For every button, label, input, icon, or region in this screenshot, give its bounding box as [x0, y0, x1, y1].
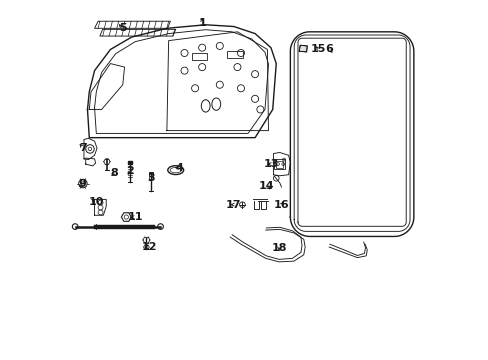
Polygon shape	[100, 30, 175, 36]
Bar	[274, 159, 285, 170]
Polygon shape	[299, 45, 306, 52]
Text: 8: 8	[110, 168, 118, 178]
Text: 4: 4	[175, 163, 183, 173]
Polygon shape	[94, 21, 170, 28]
Bar	[191, 53, 207, 60]
Text: 6: 6	[325, 45, 332, 54]
Text: 5: 5	[119, 23, 126, 33]
Text: 16: 16	[273, 200, 289, 210]
Bar	[128, 161, 131, 164]
Bar	[148, 172, 153, 176]
Text: 1: 1	[198, 18, 205, 28]
Text: 15: 15	[310, 45, 325, 54]
Text: 9: 9	[78, 179, 86, 189]
Text: 12: 12	[141, 242, 157, 252]
Bar	[226, 51, 242, 58]
Text: 17: 17	[225, 200, 241, 210]
Text: 7: 7	[79, 143, 86, 153]
Text: 10: 10	[88, 197, 104, 207]
Text: 2: 2	[126, 166, 133, 176]
Bar	[276, 161, 283, 168]
Text: 13: 13	[263, 159, 278, 169]
Text: 14: 14	[258, 181, 274, 191]
Text: 11: 11	[127, 212, 142, 222]
Text: 18: 18	[271, 243, 286, 253]
Text: 3: 3	[147, 172, 155, 183]
